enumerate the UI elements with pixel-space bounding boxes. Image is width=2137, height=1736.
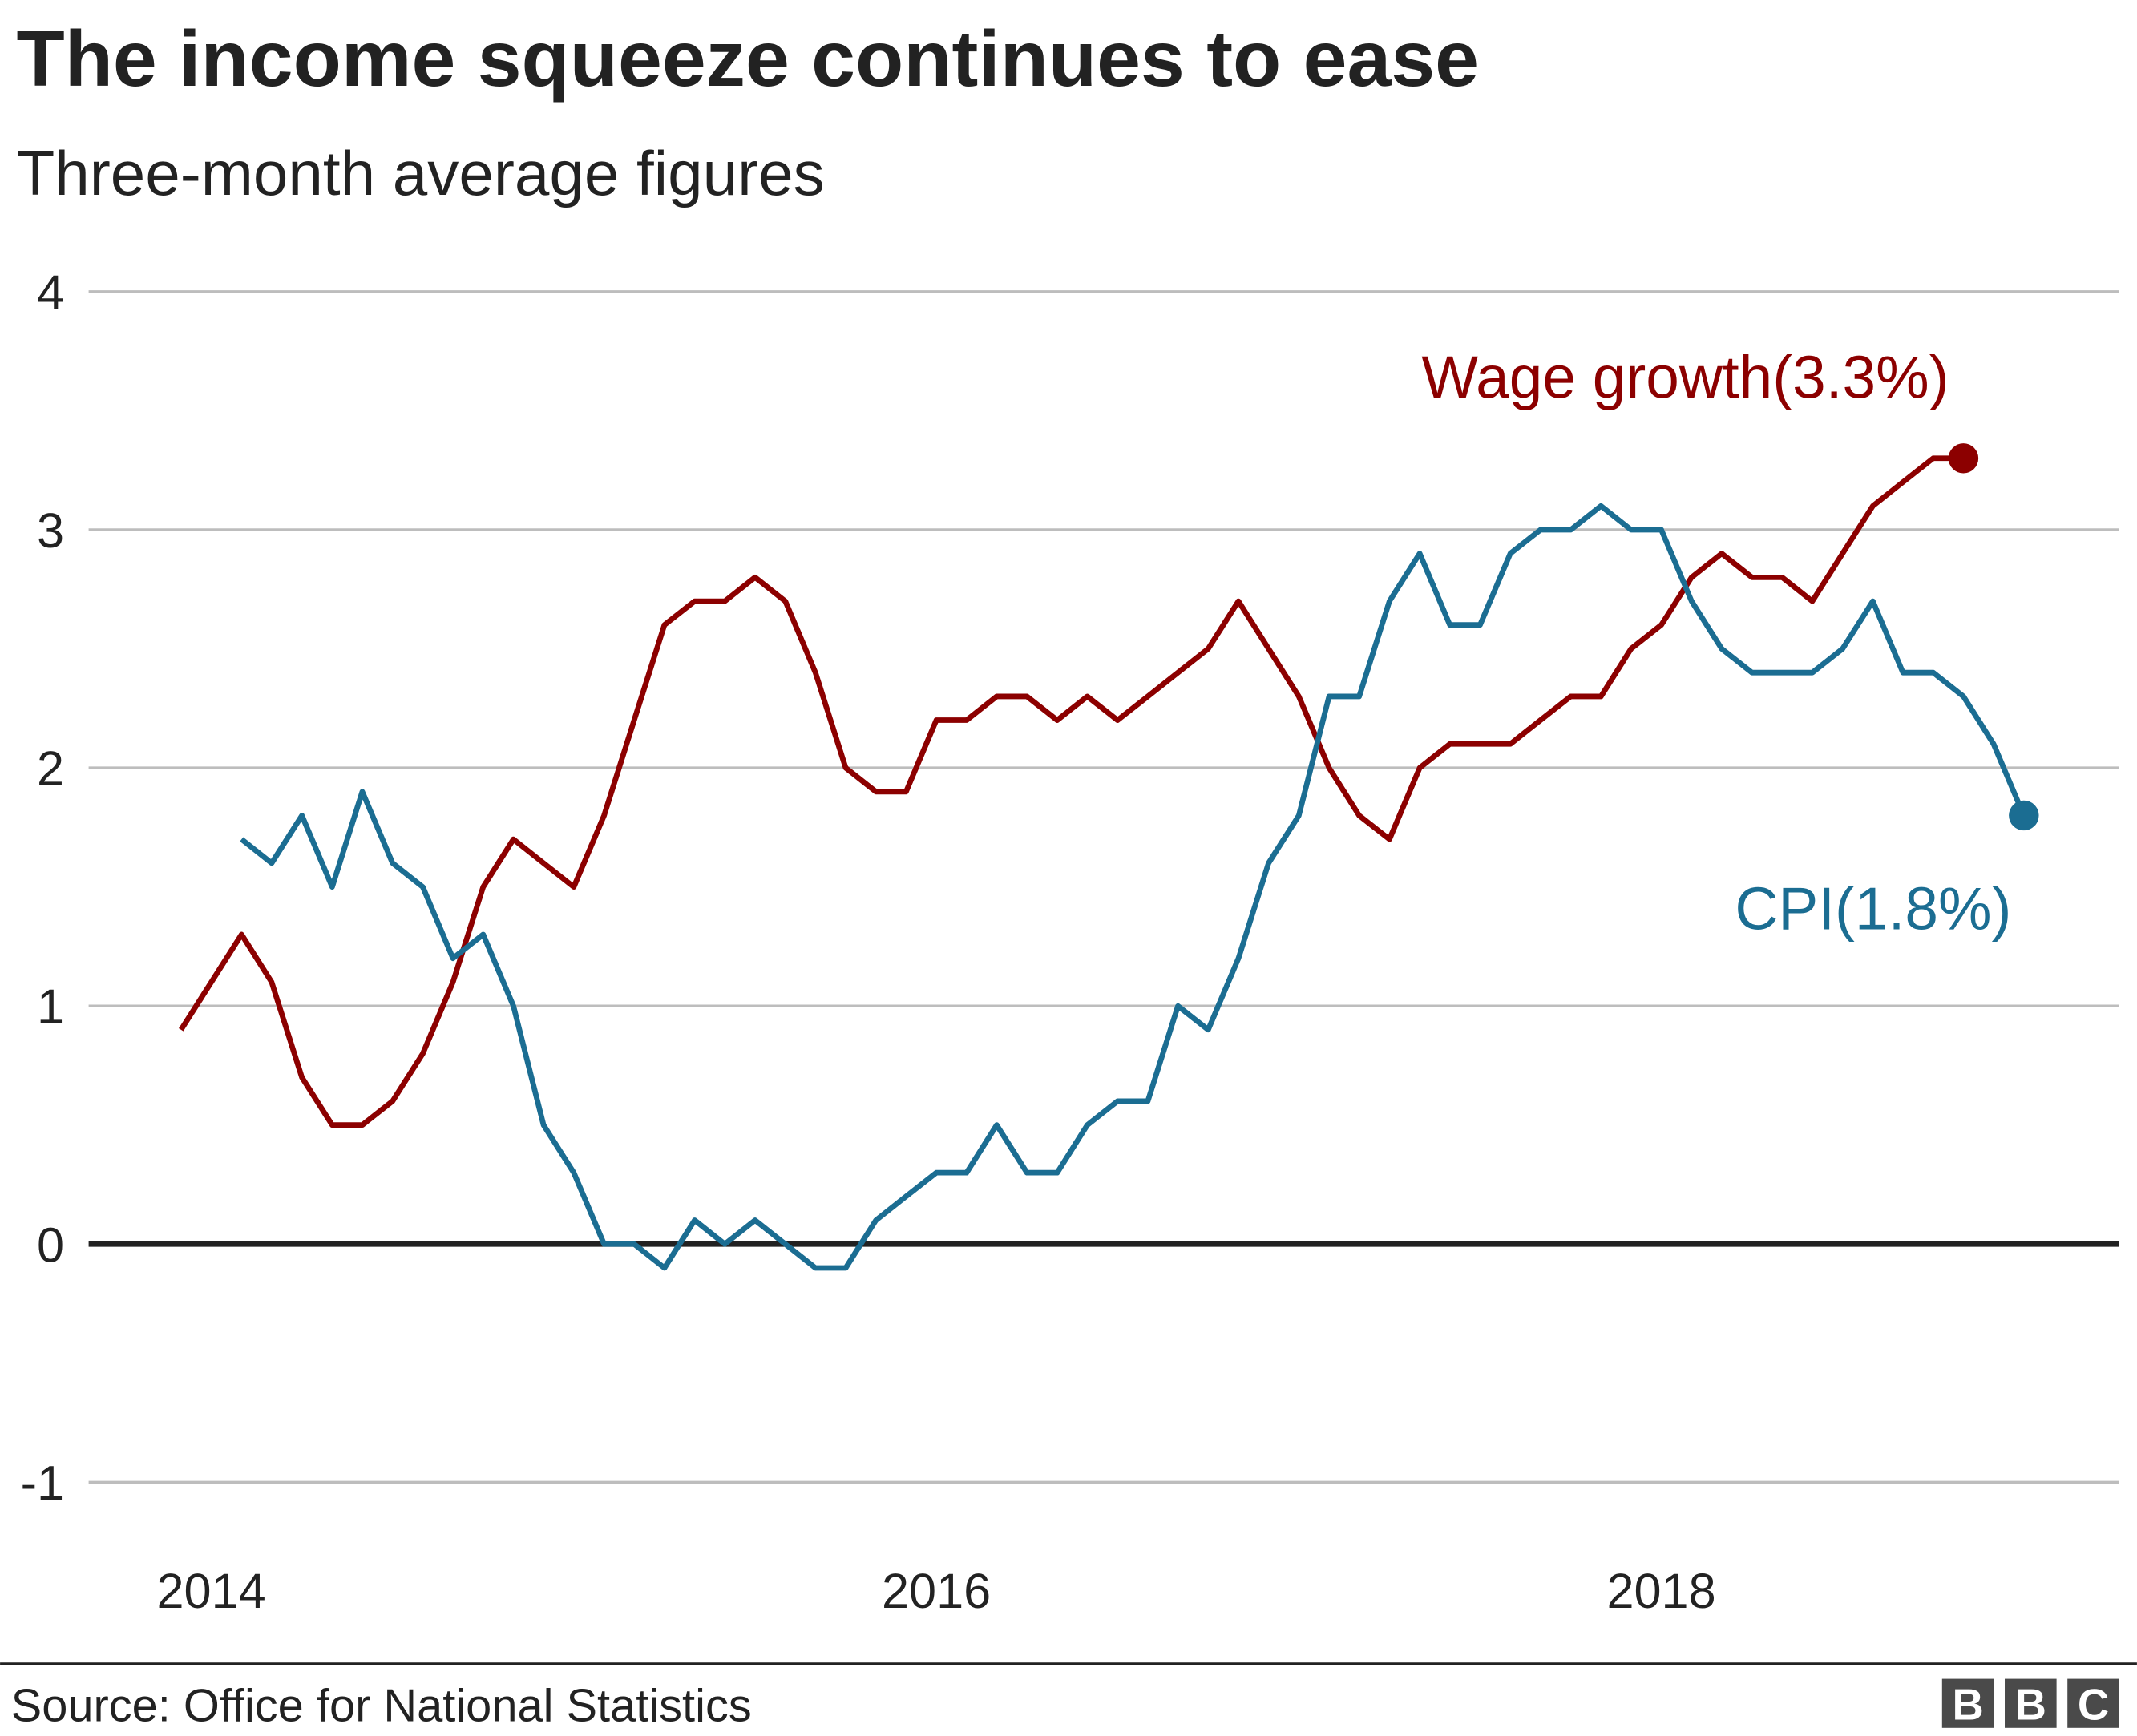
y-tick-label: 2 bbox=[37, 741, 64, 796]
x-axis-ticks: 2014 2016 2018 bbox=[157, 1564, 1716, 1618]
cpi-line bbox=[240, 503, 2026, 1271]
series-lines bbox=[178, 443, 2039, 1271]
chart-subtitle: Three-month average figures bbox=[16, 138, 824, 208]
svg-text:B: B bbox=[1952, 1681, 1983, 1730]
x-tick-label: 2016 bbox=[882, 1564, 991, 1618]
y-tick-label: 1 bbox=[37, 979, 64, 1034]
x-tick-label: 2018 bbox=[1607, 1564, 1716, 1618]
wage-growth-end-marker bbox=[1948, 443, 1979, 474]
wage-growth-label: Wage growth(3.3%) bbox=[1421, 343, 1949, 410]
y-tick-label: 0 bbox=[37, 1217, 64, 1272]
cpi-label: CPI(1.8%) bbox=[1735, 875, 2011, 943]
wage-growth-line bbox=[178, 455, 1964, 1128]
y-tick-label: 3 bbox=[37, 503, 64, 558]
svg-text:C: C bbox=[2078, 1681, 2109, 1730]
chart-title: The income squeeze continues to ease bbox=[16, 14, 1479, 103]
x-tick-label: 2014 bbox=[157, 1564, 266, 1618]
y-tick-label: 4 bbox=[37, 265, 64, 320]
y-axis-ticks: 4 3 2 1 0 -1 bbox=[21, 265, 64, 1511]
cpi-end-marker bbox=[2009, 800, 2039, 831]
source-note: Source: Office for National Statistics bbox=[11, 1680, 752, 1731]
svg-text:B: B bbox=[2015, 1681, 2046, 1730]
bbc-logo: B B C bbox=[1941, 1678, 2119, 1730]
gridlines bbox=[88, 290, 2119, 1484]
y-tick-label: -1 bbox=[21, 1455, 64, 1510]
